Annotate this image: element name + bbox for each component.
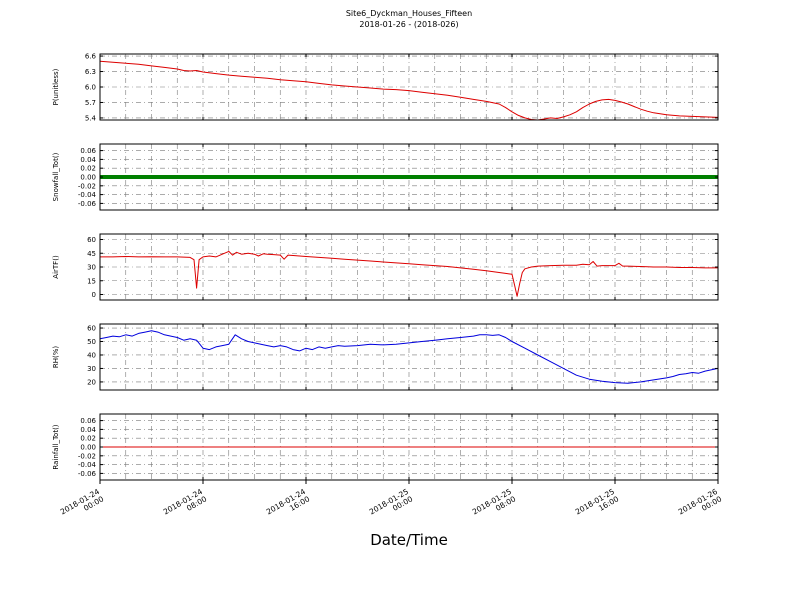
y-tick-label: 6.3: [85, 68, 96, 76]
grid-lines: [100, 54, 718, 120]
x-axis-title: Date/Time: [370, 531, 448, 549]
grid-lines: [100, 324, 718, 390]
grid-lines: [100, 234, 718, 300]
y-tick-label: -0.02: [78, 452, 96, 460]
series-line-rh: [99, 330, 719, 384]
chart-title: Site6_Dyckman_Houses_Fifteen: [345, 9, 473, 18]
y-tick-label: 0: [92, 291, 96, 299]
x-tick-label: 2018-01-2516:00: [574, 487, 621, 524]
y-tick-label: 0.04: [80, 156, 96, 164]
y-tick-label: 45: [87, 250, 96, 258]
y-axis-label: P(unitless): [52, 68, 60, 105]
y-tick-label: 0.06: [80, 147, 96, 155]
series-line-airtf: [100, 250, 718, 297]
y-axis-label: RH(%): [52, 346, 60, 369]
x-tick-label: 2018-01-2508:00: [471, 487, 518, 524]
y-tick-label: 0.02: [80, 165, 96, 173]
panel-rh: 20 30 40 50 60 RH(%): [52, 323, 719, 391]
y-tick-label: 0.06: [80, 417, 96, 425]
chart-subtitle: 2018-01-26 - (2018-026): [359, 20, 459, 29]
panel-snowfall-tot: -0.06-0.04-0.020.000.020.040.06 Snowfall_…: [52, 143, 719, 211]
y-tick-label: -0.02: [78, 182, 96, 190]
x-tick-label: 2018-01-2400:00: [59, 487, 106, 524]
y-tick-label: 30: [87, 264, 96, 272]
tick-marks: [99, 324, 719, 390]
tick-marks: [99, 54, 719, 120]
x-tick-label: 2018-01-2408:00: [162, 487, 209, 524]
y-tick-label: -0.06: [78, 200, 97, 208]
chart-title-block: Site6_Dyckman_Houses_Fifteen 2018-01-26 …: [100, 8, 718, 30]
y-axis-label: AirTF(): [52, 255, 60, 279]
y-tick-label: -0.04: [78, 191, 97, 199]
y-tick-label: 0.00: [80, 174, 96, 182]
series-line-p-unitless: [99, 60, 719, 121]
y-tick-label: 0.00: [80, 444, 96, 452]
tick-marks: [99, 414, 719, 480]
panel-airtf: 0 15 30 45 60 AirTF(): [52, 233, 719, 301]
y-tick-label: 40: [87, 351, 96, 359]
y-tick-label: 30: [87, 365, 96, 373]
y-tick-label: 6.0: [85, 84, 96, 92]
y-tick-label: 50: [87, 338, 96, 346]
panel-rainfall-tot: -0.06-0.04-0.020.000.020.040.06 Rainfall_…: [52, 413, 719, 481]
y-tick-label: 0.04: [80, 426, 96, 434]
x-tick-label: 2018-01-2600:00: [677, 487, 724, 524]
panel-p-unitless: 5.4 5.7 6.0 6.3 6.6 P(unitless): [52, 53, 719, 122]
x-axis-labels: 2018-01-2400:00 2018-01-2408:00 2018-01-24…: [59, 480, 724, 524]
y-tick-label: 5.7: [85, 99, 96, 107]
y-tick-label: 5.4: [85, 114, 97, 122]
y-tick-label: 60: [87, 236, 96, 244]
tick-marks: [99, 234, 719, 300]
y-axis-label: Snowfall_Tot(): [52, 152, 60, 201]
x-tick-label: 2018-01-2500:00: [368, 487, 415, 524]
y-tick-label: 6.6: [85, 53, 97, 61]
y-axis-label: Rainfall_Tot(): [52, 424, 60, 469]
x-tick-label: 2018-01-2416:00: [265, 487, 312, 524]
y-tick-label: -0.04: [78, 461, 97, 469]
tick-marks: [99, 144, 719, 210]
y-tick-label: 60: [87, 325, 96, 333]
y-tick-label: 20: [87, 378, 96, 386]
y-tick-label: 15: [87, 277, 96, 285]
y-tick-label: -0.06: [78, 470, 97, 478]
y-tick-label: 0.02: [80, 435, 96, 443]
